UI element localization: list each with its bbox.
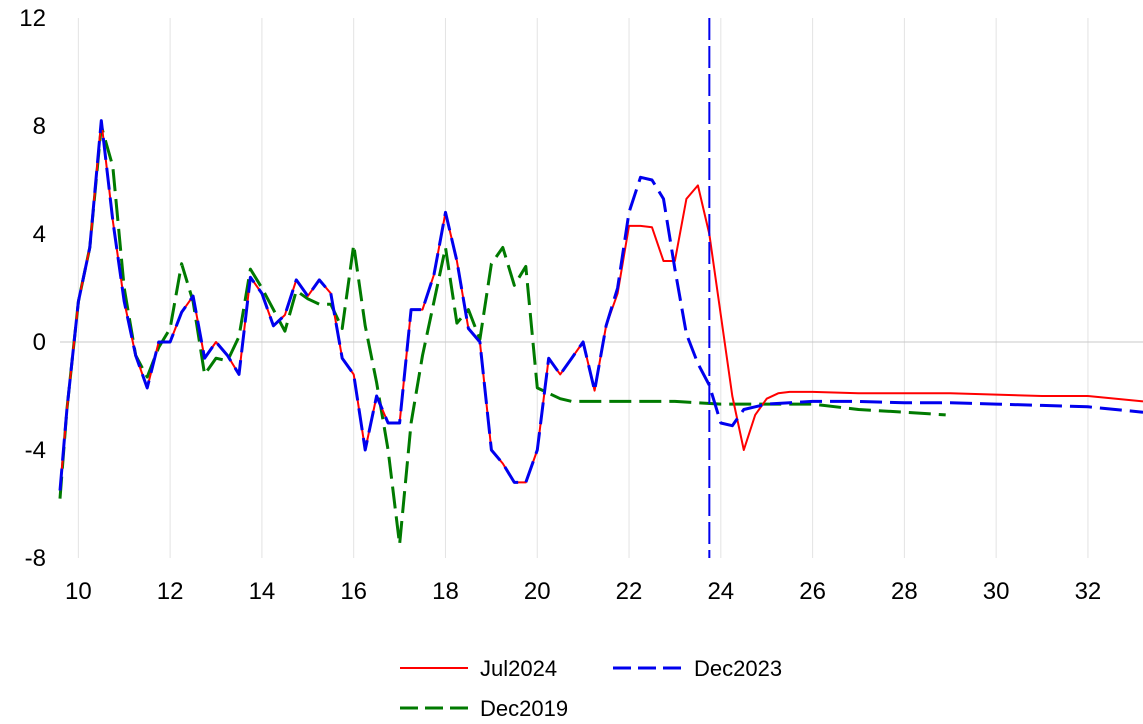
x-tick-label: 26 <box>799 578 826 605</box>
x-tick-label: 20 <box>524 578 551 605</box>
x-tick-label: 28 <box>891 578 918 605</box>
x-tick-label: 18 <box>432 578 459 605</box>
legend-label-dec2019: Dec2019 <box>480 696 568 721</box>
series-line-dec2019 <box>58 124 946 546</box>
gridlines <box>77 18 1089 558</box>
x-tick-label: 16 <box>340 578 367 605</box>
series-line-dec2023 <box>58 119 1143 491</box>
x-tick-label: 22 <box>616 578 643 605</box>
legend: Jul2024 Dec2023 Dec2019 <box>400 656 782 721</box>
x-tick-label: 30 <box>983 578 1010 605</box>
x-tick-label: 12 <box>157 578 184 605</box>
x-tick-label: 14 <box>249 578 276 605</box>
y-axis-ticks: 12 8 4 0 -4 -8 <box>19 5 46 572</box>
series-layer <box>58 119 1143 546</box>
y-tick-label: 8 <box>33 113 46 140</box>
x-tick-label: 24 <box>707 578 734 605</box>
y-tick-label: -4 <box>25 437 46 464</box>
y-tick-label: 4 <box>33 221 46 248</box>
y-tick-label: 12 <box>19 5 46 32</box>
y-tick-label: 0 <box>33 329 46 356</box>
legend-label-jul2024: Jul2024 <box>480 656 557 681</box>
y-tick-label: -8 <box>25 545 46 572</box>
x-axis-ticks: 10 12 14 16 18 20 22 24 26 28 30 32 <box>65 578 1101 605</box>
legend-label-dec2023: Dec2023 <box>694 656 782 681</box>
x-tick-label: 10 <box>65 578 92 605</box>
x-tick-label: 32 <box>1075 578 1102 605</box>
series-line-jul2024 <box>59 119 1143 491</box>
